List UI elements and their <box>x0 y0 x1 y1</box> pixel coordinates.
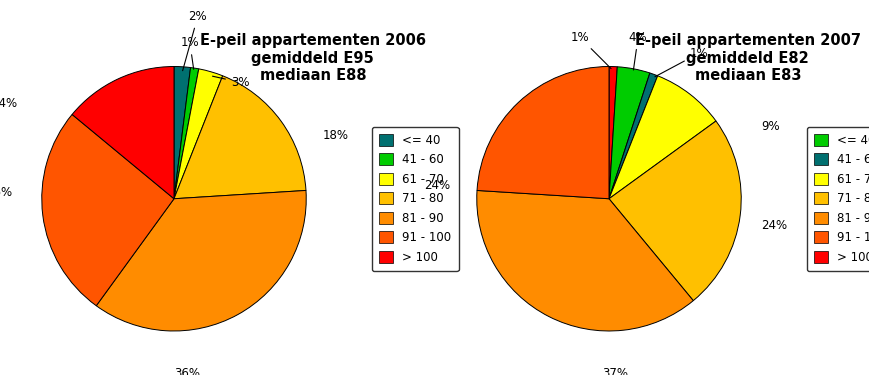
Text: 36%: 36% <box>174 367 200 375</box>
Text: 4%: 4% <box>628 31 647 70</box>
Text: 1%: 1% <box>570 31 610 69</box>
Wedge shape <box>608 66 617 199</box>
Text: 24%: 24% <box>760 219 786 232</box>
Wedge shape <box>96 190 306 331</box>
Wedge shape <box>608 76 715 199</box>
Wedge shape <box>174 66 190 199</box>
Wedge shape <box>476 66 608 199</box>
Text: 9%: 9% <box>760 120 779 132</box>
Text: 26%: 26% <box>0 186 12 199</box>
Text: 14%: 14% <box>0 97 17 110</box>
Wedge shape <box>174 69 222 199</box>
Legend: <= 40, 41 - 60, 61 - 70, 71 - 80, 81 - 90, 91 - 100, > 100: <= 40, 41 - 60, 61 - 70, 71 - 80, 81 - 9… <box>371 127 458 271</box>
Wedge shape <box>608 67 649 199</box>
Wedge shape <box>608 73 657 199</box>
Text: 1%: 1% <box>181 36 199 69</box>
Text: 24%: 24% <box>423 179 449 192</box>
Wedge shape <box>72 66 174 199</box>
Text: 37%: 37% <box>602 367 628 375</box>
Wedge shape <box>476 190 693 331</box>
Text: E-peil appartementen 2007
gemiddeld E82
mediaan E83: E-peil appartementen 2007 gemiddeld E82 … <box>634 33 859 83</box>
Text: E-peil appartementen 2006
gemiddeld E95
mediaan E88: E-peil appartementen 2006 gemiddeld E95 … <box>200 33 425 83</box>
Wedge shape <box>174 68 198 199</box>
Wedge shape <box>174 76 306 199</box>
Text: 18%: 18% <box>322 129 348 142</box>
Wedge shape <box>42 114 174 306</box>
Text: 1%: 1% <box>654 47 707 77</box>
Legend: <= 40, 41 - 60, 61 - 70, 71 - 80, 81 - 90, 91 - 100, > 100: <= 40, 41 - 60, 61 - 70, 71 - 80, 81 - 9… <box>806 127 869 271</box>
Text: 2%: 2% <box>182 10 207 71</box>
Wedge shape <box>608 121 740 301</box>
Text: 3%: 3% <box>212 76 249 89</box>
